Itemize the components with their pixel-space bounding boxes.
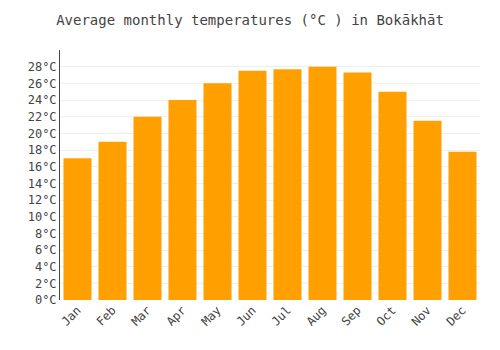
svg-text:4°C: 4°C <box>35 260 57 274</box>
svg-text:28°C: 28°C <box>28 60 57 74</box>
svg-text:18°C: 18°C <box>28 143 57 157</box>
svg-text:Sep: Sep <box>339 303 364 328</box>
svg-text:22°C: 22°C <box>28 110 57 124</box>
svg-text:Dec: Dec <box>444 303 469 328</box>
svg-text:Jan: Jan <box>59 303 84 328</box>
svg-text:Average monthly temperatures (: Average monthly temperatures (°C ) in Bo… <box>56 12 444 28</box>
svg-text:May: May <box>199 303 224 328</box>
svg-text:Jun: Jun <box>234 303 259 328</box>
svg-text:Jul: Jul <box>269 303 294 328</box>
svg-text:2°C: 2°C <box>35 277 57 291</box>
svg-text:Aug: Aug <box>304 303 329 328</box>
svg-text:16°C: 16°C <box>28 160 57 174</box>
svg-text:26°C: 26°C <box>28 77 57 91</box>
svg-text:24°C: 24°C <box>28 93 57 107</box>
svg-text:0°C: 0°C <box>35 293 57 307</box>
svg-text:14°C: 14°C <box>28 177 57 191</box>
svg-text:20°C: 20°C <box>28 127 57 141</box>
svg-text:Feb: Feb <box>94 303 119 328</box>
svg-text:Oct: Oct <box>374 303 399 328</box>
svg-text:10°C: 10°C <box>28 210 57 224</box>
svg-text:12°C: 12°C <box>28 193 57 207</box>
svg-text:8°C: 8°C <box>35 227 57 241</box>
svg-text:Apr: Apr <box>164 303 189 328</box>
svg-text:Nov: Nov <box>409 303 434 328</box>
svg-text:6°C: 6°C <box>35 243 57 257</box>
svg-text:Mar: Mar <box>129 303 154 328</box>
